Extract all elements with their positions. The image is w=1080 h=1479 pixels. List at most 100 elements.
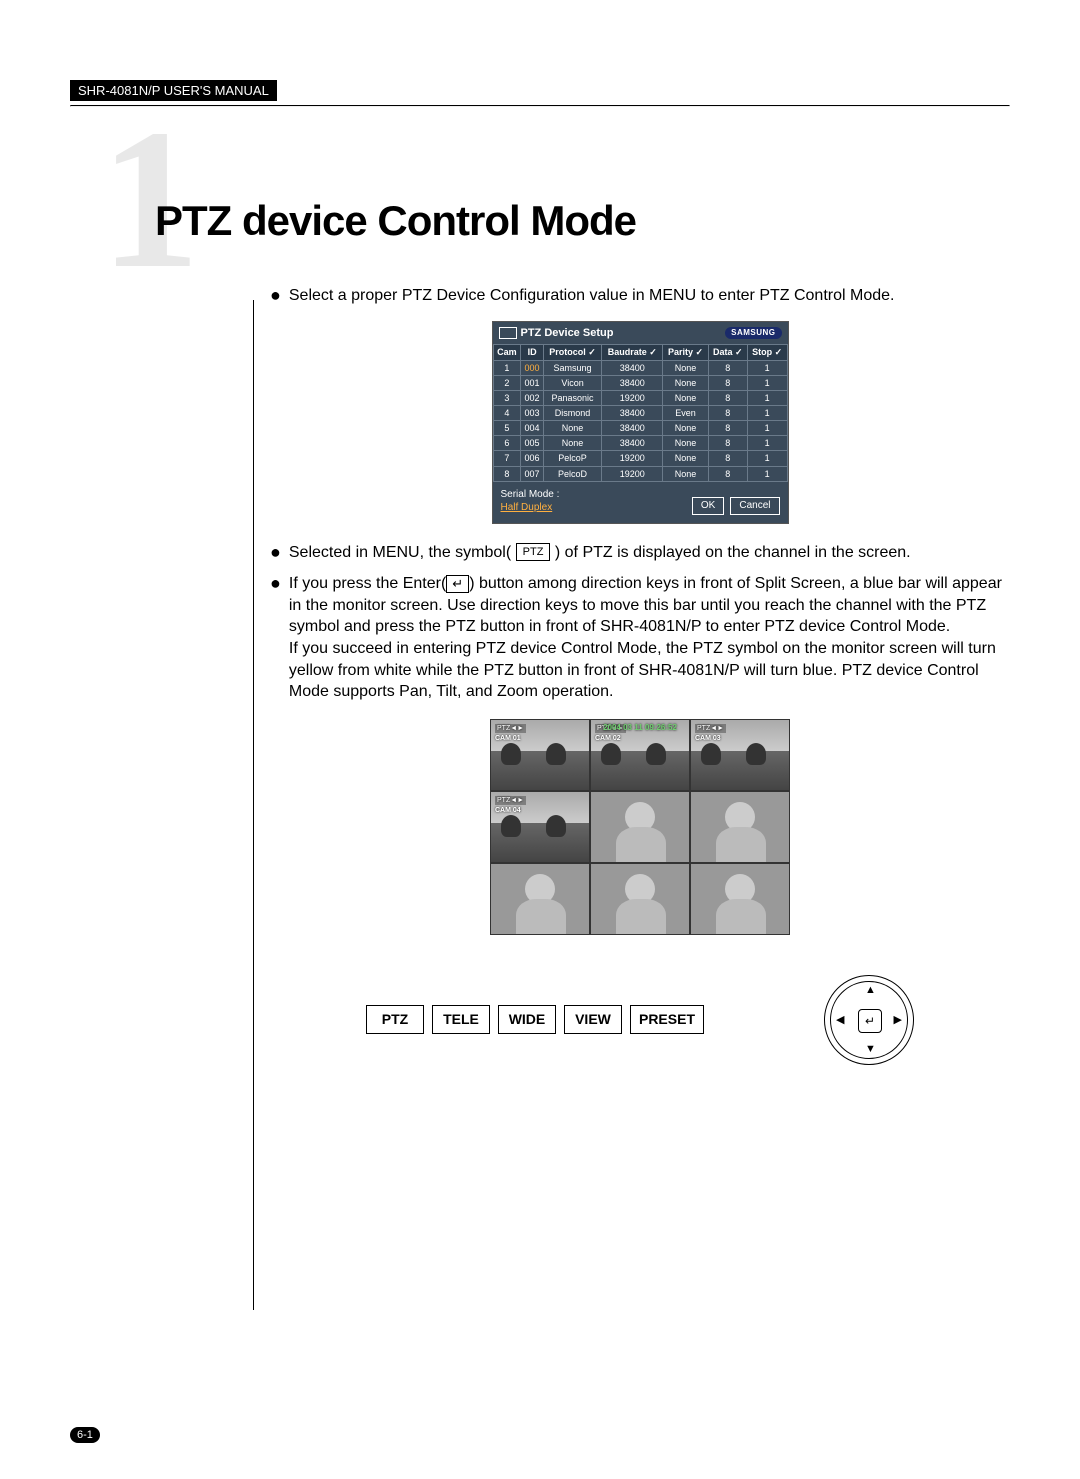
setup-cell: None: [543, 421, 601, 436]
direction-pad: ▲ ▼ ◀ ▶ ↵: [824, 975, 914, 1065]
setup-row: 3002Panasonic19200None81: [493, 390, 787, 405]
setup-cell: 7: [493, 451, 521, 466]
setup-row: 1000Samsung38400None81: [493, 360, 787, 375]
setup-cell: PelcoP: [543, 451, 601, 466]
split-cell: PTZ◄►CAM 01: [490, 719, 590, 791]
setup-cell: 007: [521, 466, 544, 481]
split-screen-figure: PTZ◄►CAM 01PTZ◄►CAM 022004 03 11 09:26:5…: [490, 719, 790, 935]
split-cell: [590, 863, 690, 935]
setup-cell: 001: [521, 375, 544, 390]
setup-row: 5004None38400None81: [493, 421, 787, 436]
setup-cell: Vicon: [543, 375, 601, 390]
bullet-dot: ●: [270, 573, 281, 703]
setup-cell: 1: [747, 360, 787, 375]
setup-cell: PelcoD: [543, 466, 601, 481]
setup-cell: 38400: [602, 375, 663, 390]
ptz-control-buttons: PTZ TELE WIDE VIEW PRESET: [366, 1005, 704, 1034]
setup-cell: 19200: [602, 451, 663, 466]
dpad-down-icon: ▼: [865, 1044, 876, 1055]
split-cell: [690, 791, 790, 863]
ok-button: OK: [692, 497, 724, 515]
setup-cell: Panasonic: [543, 390, 601, 405]
setup-cell: 1: [747, 466, 787, 481]
setup-cell: 1: [747, 421, 787, 436]
bullet3-before: If you press the Enter(: [289, 575, 446, 592]
setup-cell: 8: [708, 436, 747, 451]
setup-cell: Dismond: [543, 406, 601, 421]
ptz-device-setup-figure: PTZ Device Setup SAMSUNG CamIDProtocol ✓…: [492, 321, 789, 524]
setup-cell: 8: [708, 421, 747, 436]
bullet-dot: ●: [270, 285, 281, 307]
setup-cell: None: [663, 360, 708, 375]
split-cell: [690, 863, 790, 935]
setup-col-header: Protocol ✓: [543, 345, 601, 360]
setup-col-header: Stop ✓: [747, 345, 787, 360]
setup-row: 2001Vicon38400None81: [493, 375, 787, 390]
page-number: 6-1: [70, 1427, 100, 1443]
setup-cell: 006: [521, 451, 544, 466]
samsung-logo: SAMSUNG: [725, 327, 781, 340]
setup-cell: 003: [521, 406, 544, 421]
vertical-divider: [253, 300, 254, 1310]
dpad-up-icon: ▲: [865, 985, 876, 996]
setup-cell: 8: [708, 406, 747, 421]
split-cell: [490, 863, 590, 935]
setup-cell: None: [663, 375, 708, 390]
setup-table: CamIDProtocol ✓Baudrate ✓Parity ✓Data ✓S…: [493, 344, 788, 481]
setup-title: PTZ Device Setup: [499, 326, 614, 341]
setup-cell: 8: [708, 390, 747, 405]
wide-button: WIDE: [498, 1005, 556, 1034]
setup-row: 7006PelcoP19200None81: [493, 451, 787, 466]
serial-mode-label: Serial Mode :: [501, 489, 560, 500]
setup-cell: 4: [493, 406, 521, 421]
setup-cell: 000: [521, 360, 544, 375]
setup-cell: 1: [747, 451, 787, 466]
setup-cell: 3: [493, 390, 521, 405]
setup-cell: 19200: [602, 466, 663, 481]
setup-cell: 1: [747, 390, 787, 405]
split-cell: PTZ◄►CAM 03: [690, 719, 790, 791]
setup-cell: 002: [521, 390, 544, 405]
bullet3-para2: If you succeed in entering PTZ device Co…: [289, 640, 996, 700]
setup-col-header: Data ✓: [708, 345, 747, 360]
setup-col-header: Baudrate ✓: [602, 345, 663, 360]
setup-cell: 1: [493, 360, 521, 375]
setup-title-text: PTZ Device Setup: [521, 326, 614, 341]
setup-col-header: Parity ✓: [663, 345, 708, 360]
setup-cell: 38400: [602, 436, 663, 451]
setup-cell: None: [663, 390, 708, 405]
setup-cell: None: [663, 421, 708, 436]
preset-button: PRESET: [630, 1005, 704, 1034]
setup-cell: 8: [708, 451, 747, 466]
setup-cell: 2: [493, 375, 521, 390]
setup-cell: Samsung: [543, 360, 601, 375]
setup-cell: None: [663, 451, 708, 466]
setup-cell: Even: [663, 406, 708, 421]
setup-cell: 1: [747, 375, 787, 390]
split-cell: [590, 791, 690, 863]
serial-mode: Serial Mode : Half Duplex: [501, 488, 560, 515]
setup-col-header: Cam: [493, 345, 521, 360]
bullet2-before: Selected in MENU, the symbol(: [289, 544, 511, 561]
bullet2-after: ) of PTZ is displayed on the channel in …: [555, 544, 911, 561]
window-icon: [499, 327, 517, 339]
setup-cell: 004: [521, 421, 544, 436]
setup-cell: 6: [493, 436, 521, 451]
ptz-button: PTZ: [366, 1005, 424, 1034]
setup-row: 4003Dismond38400Even81: [493, 406, 787, 421]
serial-mode-value: Half Duplex: [501, 502, 553, 513]
setup-cell: 8: [493, 466, 521, 481]
dpad-right-icon: ▶: [894, 1015, 902, 1026]
setup-cell: 19200: [602, 390, 663, 405]
bullet2-text: Selected in MENU, the symbol( PTZ ) of P…: [289, 542, 1010, 564]
setup-cell: 005: [521, 436, 544, 451]
page-title: PTZ device Control Mode: [155, 197, 1010, 245]
setup-row: 8007PelcoD19200None81: [493, 466, 787, 481]
view-button: VIEW: [564, 1005, 622, 1034]
split-cell: PTZ◄►CAM 04: [490, 791, 590, 863]
setup-cell: 38400: [602, 406, 663, 421]
enter-key-icon: ↵: [446, 575, 469, 593]
setup-cell: None: [663, 436, 708, 451]
setup-cell: 8: [708, 466, 747, 481]
setup-cell: 1: [747, 406, 787, 421]
